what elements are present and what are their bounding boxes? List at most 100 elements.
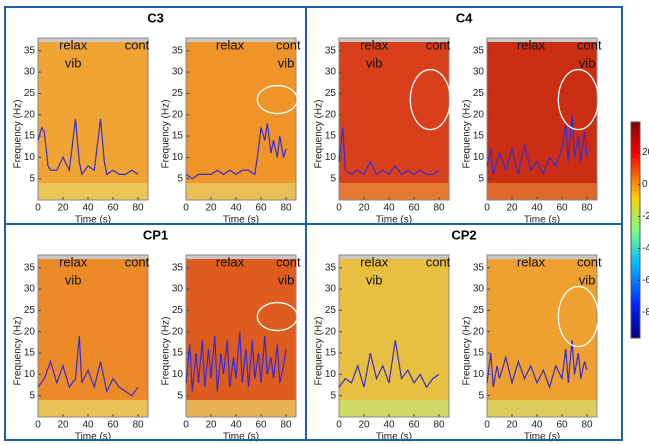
x-tick-label: 0 [484, 420, 490, 431]
x-tick-label: 60 [107, 420, 119, 431]
annotation: relax [59, 38, 88, 53]
y-tick-label: 10 [24, 152, 36, 163]
annotation: vib [579, 55, 596, 70]
x-tick-label: 60 [107, 203, 119, 214]
annotation: relax [59, 255, 88, 270]
annotation: cont [276, 255, 301, 270]
plot-frame [37, 37, 149, 201]
y-tick-label: 15 [24, 131, 36, 142]
colorbar-tick-label: 20 [642, 147, 649, 158]
heatmap [487, 259, 597, 417]
heatmap [186, 259, 296, 417]
y-tick-label: 15 [325, 348, 337, 359]
x-tick-label: 40 [82, 203, 94, 214]
y-tick-label: 5 [177, 390, 183, 401]
y-tick-label: 35 [473, 262, 485, 273]
heatmap [186, 42, 296, 200]
x-tick-label: 60 [408, 420, 420, 431]
x-tick-label: 40 [230, 203, 242, 214]
colorbar-tick-label: -80 [642, 307, 649, 318]
x-tick-label: 40 [531, 203, 543, 214]
y-tick-label: 20 [24, 109, 36, 120]
y-tick-label: 10 [473, 369, 485, 380]
panel-title: C3 [147, 10, 164, 25]
annotation: cont [276, 38, 301, 53]
y-tick-label: 10 [473, 152, 485, 163]
y-tick-label: 15 [473, 131, 485, 142]
heatmap-low-band [38, 399, 148, 417]
y-axis-label: Frequency (Hz) [314, 317, 325, 386]
x-axis-label: Time (s) [524, 432, 560, 443]
plot-frame [486, 37, 598, 201]
annotation: vib [65, 272, 82, 287]
x-tick-label: 80 [581, 420, 593, 431]
x-tick-label: 0 [35, 420, 41, 431]
y-tick-label: 25 [172, 88, 184, 99]
annotation: cont [125, 38, 150, 53]
y-axis-label: Frequency (Hz) [462, 317, 473, 386]
highlight-ellipse [256, 301, 298, 332]
heatmap-low-band [186, 182, 296, 200]
y-tick-label: 30 [24, 67, 36, 78]
y-tick-label: 30 [325, 284, 337, 295]
x-tick-label: 60 [408, 203, 420, 214]
heatmap [38, 42, 148, 200]
x-tick-label: 20 [205, 203, 217, 214]
heatmap [339, 259, 449, 417]
highlight-ellipse [557, 68, 599, 131]
highlight-ellipse [557, 285, 599, 348]
annotation: vib [366, 272, 383, 287]
y-tick-label: 15 [24, 348, 36, 359]
x-tick-label: 60 [556, 420, 568, 431]
y-tick-label: 10 [172, 152, 184, 163]
x-tick-label: 20 [506, 203, 518, 214]
heatmap [38, 259, 148, 417]
y-tick-label: 10 [325, 369, 337, 380]
annotation: relax [216, 255, 245, 270]
x-tick-label: 40 [531, 420, 543, 431]
x-tick-label: 80 [433, 203, 445, 214]
y-tick-label: 5 [177, 173, 183, 184]
y-tick-label: 15 [172, 348, 184, 359]
y-tick-label: 30 [325, 67, 337, 78]
y-tick-label: 20 [473, 326, 485, 337]
x-tick-label: 20 [57, 203, 69, 214]
x-axis-label: Time (s) [524, 215, 560, 226]
x-axis-label: Time (s) [223, 432, 259, 443]
annotation: cont [426, 255, 451, 270]
x-axis-label: Time (s) [75, 432, 111, 443]
x-tick-label: 60 [255, 203, 267, 214]
heatmap-low-band [339, 182, 449, 200]
y-tick-label: 25 [24, 88, 36, 99]
y-tick-label: 35 [325, 262, 337, 273]
annotation: cont [426, 38, 451, 53]
y-tick-label: 30 [24, 284, 36, 295]
y-tick-label: 10 [24, 369, 36, 380]
x-tick-label: 80 [581, 203, 593, 214]
x-tick-label: 0 [183, 420, 189, 431]
colorbar [630, 121, 641, 339]
plot-frame [338, 254, 450, 418]
plot-frame [338, 37, 450, 201]
annotation: vib [366, 55, 383, 70]
x-tick-label: 20 [57, 420, 69, 431]
heatmap [487, 42, 597, 200]
series-line [338, 127, 440, 176]
y-axis-label: Frequency (Hz) [161, 317, 172, 386]
y-tick-label: 35 [325, 45, 337, 56]
x-tick-label: 60 [556, 203, 568, 214]
y-tick-label: 20 [325, 109, 337, 120]
x-axis-label: Time (s) [376, 215, 412, 226]
x-tick-label: 60 [255, 420, 267, 431]
annotation: relax [360, 38, 389, 53]
y-tick-label: 35 [172, 45, 184, 56]
y-axis-label: Frequency (Hz) [13, 317, 24, 386]
colorbar-tick-label: -40 [642, 243, 649, 254]
panel-title: CP2 [451, 227, 476, 242]
heatmap [339, 42, 449, 200]
y-tick-label: 25 [473, 305, 485, 316]
y-tick-label: 5 [478, 390, 484, 401]
y-tick-label: 5 [29, 173, 35, 184]
y-tick-label: 20 [172, 109, 184, 120]
